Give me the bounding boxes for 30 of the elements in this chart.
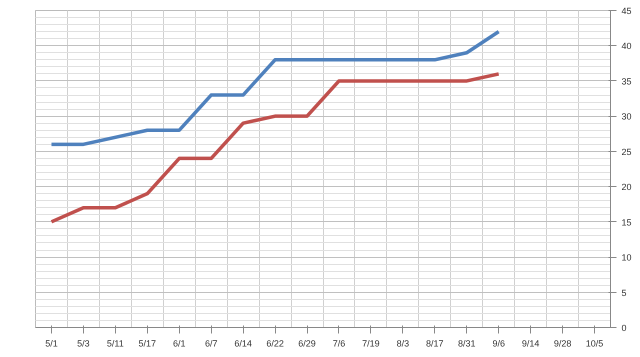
line-series [50, 72, 500, 224]
y-tick-label: 40 [622, 41, 632, 52]
x-tick-label: 7/19 [362, 338, 380, 348]
x-tick-label: 6/1 [172, 338, 186, 348]
y-tick-label: 30 [622, 112, 632, 122]
y-tick-label: 25 [622, 146, 632, 157]
x-tick-label: 8/3 [396, 338, 410, 348]
y-tick-label: 35 [622, 76, 632, 86]
y-tick-label: 5 [622, 288, 627, 298]
x-tick-label: 6/29 [298, 338, 316, 348]
x-tick-label: 6/14 [234, 338, 252, 348]
x-tick-label: 9/14 [522, 338, 540, 348]
x-tick-label: 9/6 [492, 338, 505, 348]
x-tick-label: 5/11 [106, 338, 124, 348]
x-tick-label: 5/17 [138, 338, 156, 348]
y-tick-label: 45 [622, 6, 632, 16]
x-tick-label: 10/5 [586, 338, 604, 348]
x-tick-label: 6/7 [204, 338, 218, 348]
y-tick-label: 10 [622, 252, 632, 263]
y-tick-label: 0 [622, 323, 627, 333]
line-series [50, 30, 500, 146]
x-tick-label: 6/22 [266, 338, 284, 348]
x-tick-label: 5/1 [45, 338, 58, 348]
x-tick-label: 7/6 [332, 338, 346, 348]
y-tick-label: 15 [622, 217, 632, 228]
x-tick-label: 9/28 [554, 338, 572, 348]
y-tick-label: 20 [622, 182, 632, 192]
x-tick-label: 5/3 [77, 338, 90, 348]
x-tick-label: 8/17 [426, 338, 444, 348]
x-tick-label: 8/31 [458, 338, 476, 348]
